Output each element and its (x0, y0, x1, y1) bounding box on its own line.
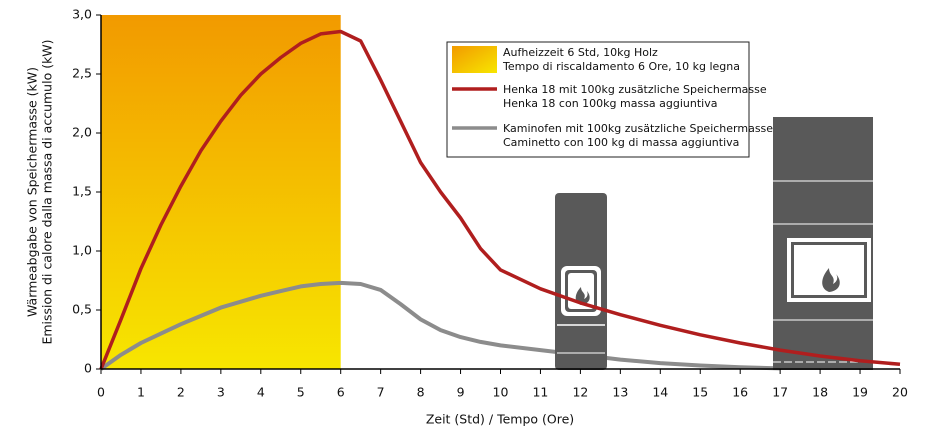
y-tick-label: 1,0 (72, 243, 92, 258)
x-tick-label: 14 (652, 385, 668, 400)
x-tick-label: 19 (852, 385, 868, 400)
x-tick-label: 1 (137, 385, 145, 400)
y-tick-label: 2,0 (72, 125, 92, 140)
y-axis-label: Wärmeabgabe von Speichermasse (kW) (25, 67, 40, 317)
x-axis-label: Zeit (Std) / Tempo (Ore) (426, 412, 574, 427)
y-axis-label: Emission di calore dalla massa di accumu… (40, 39, 55, 344)
x-tick-label: 18 (812, 385, 828, 400)
x-tick-label: 10 (493, 385, 509, 400)
y-tick-label: 3,0 (72, 7, 92, 22)
x-tick-label: 17 (772, 385, 788, 400)
x-tick-label: 9 (457, 385, 465, 400)
legend-box (446, 41, 750, 158)
x-tick-label: 2 (177, 385, 185, 400)
x-tick-label: 12 (572, 385, 588, 400)
stove-icons (555, 117, 873, 370)
legend-label: Kaminofen mit 100kg zusätzliche Speicher… (503, 122, 773, 135)
y-tick-label: 0 (84, 361, 92, 376)
x-tick-label: 0 (97, 385, 105, 400)
x-tick-label: 20 (892, 385, 908, 400)
legend-swatch (452, 46, 497, 73)
x-tick-label: 5 (297, 385, 305, 400)
heating-region (101, 15, 341, 369)
x-tick-label: 16 (732, 385, 748, 400)
legend-label: Caminetto con 100 kg di massa aggiuntiva (503, 136, 739, 149)
legend-label: Henka 18 mit 100kg zusätzliche Speicherm… (503, 83, 767, 96)
series-line (99, 29, 901, 370)
y-tick-label: 0,5 (72, 302, 92, 317)
x-tick-label: 4 (257, 385, 265, 400)
x-tick-label: 8 (417, 385, 425, 400)
x-tick-label: 6 (337, 385, 345, 400)
x-tick-label: 15 (692, 385, 708, 400)
y-tick-label: 1,5 (72, 184, 92, 199)
x-tick-label: 3 (217, 385, 225, 400)
legend-label: Tempo di riscaldamento 6 Ore, 10 kg legn… (502, 60, 740, 73)
x-tick-label: 7 (377, 385, 385, 400)
y-tick-label: 2,5 (72, 66, 92, 81)
legend-label: Aufheizzeit 6 Std, 10kg Holz (503, 46, 658, 59)
x-tick-label: 13 (612, 385, 628, 400)
x-tick-label: 11 (532, 385, 548, 400)
legend-label: Henka 18 con 100kg massa aggiuntiva (503, 97, 718, 110)
